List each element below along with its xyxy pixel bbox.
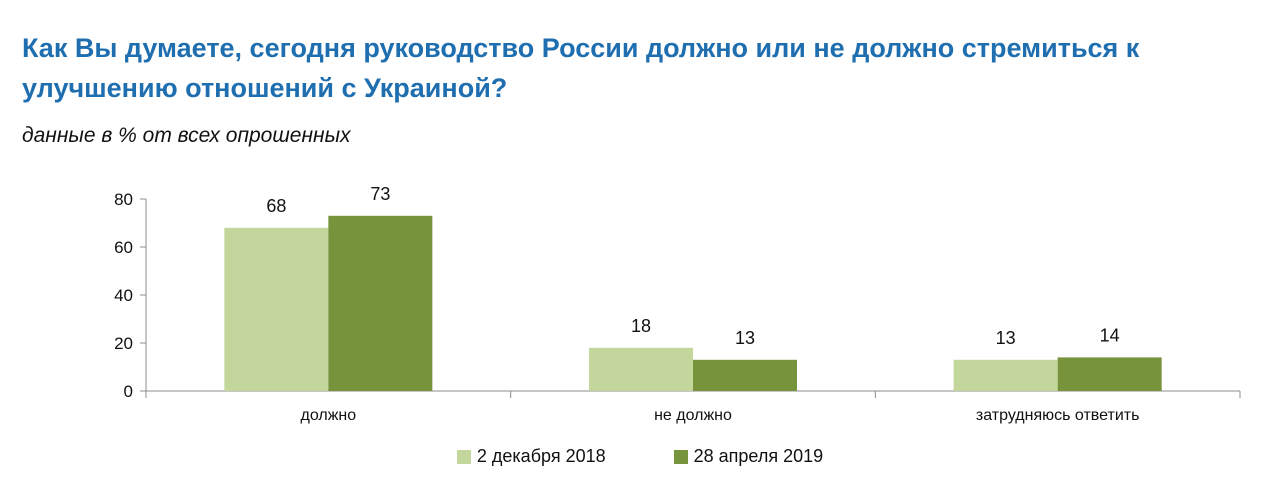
chart-title: Как Вы думаете, сегодня руководство Росс… xyxy=(22,33,1140,103)
bar-dec-2018 xyxy=(224,227,329,391)
data-label: 14 xyxy=(1100,325,1120,345)
legend-label: 2 декабря 2018 xyxy=(476,446,606,466)
y-tick-label: 60 xyxy=(114,238,133,257)
data-labels: 68 73 18 13 13 14 xyxy=(266,184,1119,348)
legend-item: 28 апреля 2019 xyxy=(673,446,824,467)
y-axis: 0 20 40 60 80 xyxy=(114,190,147,401)
category-label: должно xyxy=(301,407,357,424)
data-label: 73 xyxy=(370,184,390,204)
y-tick-label: 40 xyxy=(114,286,133,305)
legend: 2 декабря 2018 28 апреля 2019 xyxy=(0,446,1280,467)
bar-dec-2018 xyxy=(953,359,1058,391)
x-axis: должно не должно затрудняюсь ответить xyxy=(145,390,1241,424)
bar-chart: 0 20 40 60 80 должно не должно затрудняюсь отв… xyxy=(114,184,1241,424)
bar-dec-2018 xyxy=(589,347,693,391)
chart-subtitle: данные в % от всех опрошенных xyxy=(22,124,351,147)
legend-swatch xyxy=(673,449,688,464)
bar-apr-2019 xyxy=(693,359,797,391)
bars xyxy=(224,215,1162,391)
bar-apr-2019 xyxy=(1057,357,1162,391)
data-label: 13 xyxy=(996,328,1016,348)
data-label: 13 xyxy=(735,328,755,348)
data-label: 18 xyxy=(631,316,651,336)
category-label: не должно xyxy=(654,407,732,424)
y-tick-label: 0 xyxy=(124,382,133,401)
legend-swatch xyxy=(456,449,471,464)
y-tick-label: 80 xyxy=(114,190,133,209)
category-label: затрудняюсь ответить xyxy=(976,407,1140,424)
data-label: 68 xyxy=(266,196,286,216)
legend-label: 28 апреля 2019 xyxy=(693,446,824,466)
bar-apr-2019 xyxy=(328,215,433,391)
legend-item: 2 декабря 2018 xyxy=(456,446,606,467)
y-tick-label: 20 xyxy=(114,334,133,353)
